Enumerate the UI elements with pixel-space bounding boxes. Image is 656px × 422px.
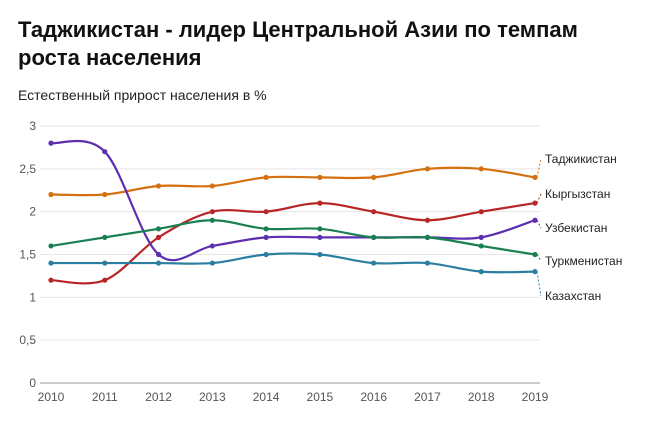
y-tick-label: 2,5 [19,162,36,176]
series-4-line [50,219,536,256]
series-2-point [48,277,54,283]
series-5-point [532,269,538,275]
series-4-point [102,234,108,240]
y-tick-label: 1,5 [19,248,36,262]
series-1-point [424,166,431,172]
series-5-point [209,260,215,266]
series-2-point [317,200,323,206]
y-tick-label: 2 [29,205,36,219]
y-tick-label: 0 [29,376,36,390]
series-2-point [532,200,538,206]
series-2-label: Кыргызстан [545,187,610,201]
series-5-point [424,260,431,266]
series-1-point [155,183,162,189]
series-2-point [263,209,269,215]
chart-subtitle: Естественный прирост населения в % [18,87,267,103]
series-4-point [209,217,215,223]
x-tick-label: 2012 [145,390,172,404]
x-tick-label: 2013 [199,390,226,404]
series-4-point [48,243,54,249]
series-4-label-leader [536,254,542,262]
series-3-point [263,234,269,240]
series-5-label-leader [536,271,542,297]
series-4-point [424,234,431,240]
series-2-point [209,209,215,215]
series-4-point [155,226,162,232]
y-axis: 0 0,5 1 1,5 2 2,5 3 [19,119,36,390]
series-5-label: Казахстан [545,289,601,303]
series-3-point [209,243,215,249]
series-3-line [50,139,536,262]
series-labels: Таджикистан Кыргызстан Узбекистан Туркменис… [536,152,622,303]
series-3-label: Узбекистан [545,221,607,235]
x-tick-label: 2015 [307,390,334,404]
series-5-point [478,269,484,275]
series-1-point [371,174,377,180]
series-3-point [317,234,323,240]
x-tick-label: 2011 [92,390,118,404]
y-tick-label: 0,5 [19,333,36,347]
y-tick-label: 1 [29,290,36,304]
series-1-point [532,174,538,180]
series-4-point [532,251,538,258]
series-4-point [317,226,323,232]
series-3-point [532,217,538,223]
series-3-point [48,140,54,146]
series-1-point [209,183,215,189]
x-tick-label: 2018 [468,390,495,404]
series-1-point [478,166,484,172]
series-3-point [155,251,162,258]
series-4-point [263,226,269,232]
series-2-point [424,217,431,223]
series-lines [48,139,538,285]
series-5-point [102,260,108,266]
series-3-point [478,234,484,240]
series-1-label-leader [536,158,542,178]
series-5-point [263,251,269,258]
x-tick-label: 2014 [253,390,280,404]
series-3-label-leader [536,220,542,229]
series-1-point [48,191,54,198]
series-4-point [371,234,377,240]
series-5-line [50,252,536,274]
series-3-point [102,149,108,155]
x-tick-label: 2010 [38,390,65,404]
x-axis: 2010 2011 2012 2013 2014 2015 2016 2017 2018 2019 [38,390,549,404]
series-1-point [263,174,269,180]
x-tick-label: 2016 [360,390,387,404]
series-1-label: Таджикистан [545,152,617,166]
series-4-label: Туркменистан [545,254,622,268]
x-tick-label: 2019 [522,390,549,404]
series-5-point [371,260,377,266]
series-2-point [478,209,484,215]
series-2-point [371,209,377,215]
series-2-point [155,234,162,240]
series-5-point [317,251,323,258]
chart-title: Таджикистан - лидер Центральной Азии по … [18,17,578,70]
x-tick-label: 2017 [414,390,441,404]
series-5-point [155,260,162,266]
y-tick-label: 3 [29,119,36,133]
series-1-point [317,174,323,180]
series-2-label-leader [536,193,542,204]
series-5-point [48,260,54,266]
series-4-point [478,243,484,249]
series-1-point [102,191,108,198]
series-2-point [102,277,108,283]
series-1-line [50,166,536,197]
